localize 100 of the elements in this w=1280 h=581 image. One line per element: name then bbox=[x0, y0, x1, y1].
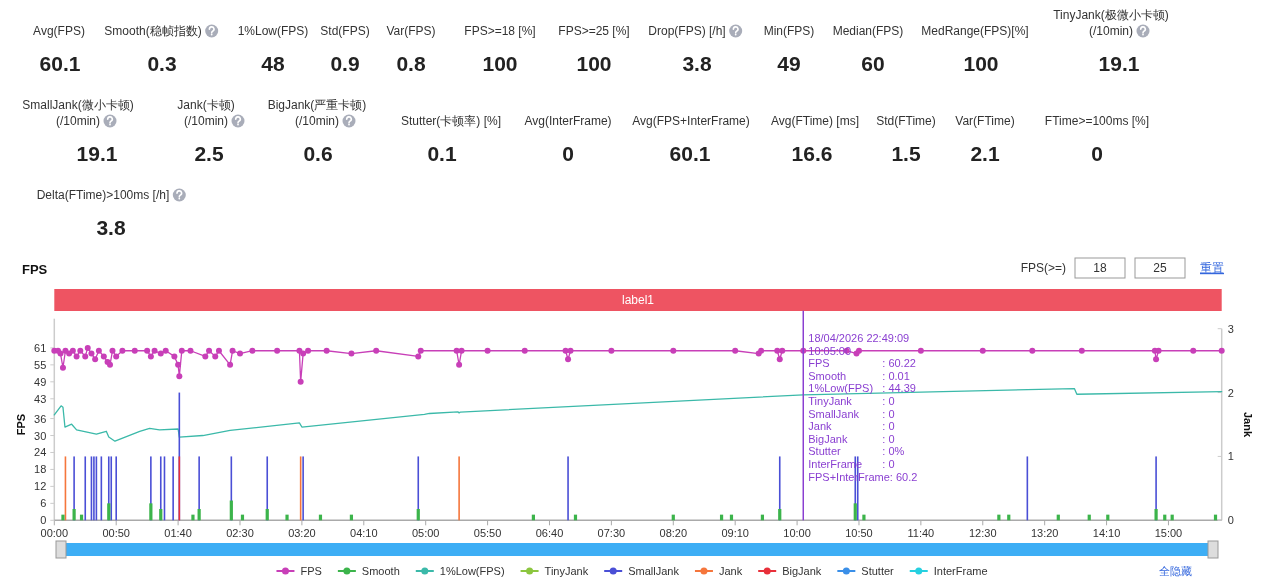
text: label1 bbox=[621, 293, 655, 307]
x-tick-label: 12:30 bbox=[969, 527, 997, 540]
category-label: Stutter(卡顿率) [%] bbox=[400, 114, 502, 128]
category-label: Var(FTime) bbox=[955, 114, 1015, 128]
x-tick-label: 15:00 bbox=[1154, 527, 1183, 540]
data-label: 19.1 bbox=[76, 142, 118, 165]
category-label: Drop(FPS) [/h] bbox=[648, 24, 726, 38]
category-label: MedRange(FPS)[%] bbox=[921, 24, 1029, 38]
x-tick-label: 08:20 bbox=[659, 527, 688, 540]
y-tick-label: 0 bbox=[40, 514, 47, 527]
data-label: 100 bbox=[482, 52, 518, 75]
y-tick-label: 61 bbox=[34, 341, 47, 354]
data-label: 0.1 bbox=[427, 142, 457, 165]
legend-label: Smooth bbox=[361, 565, 400, 577]
legend-label: FPS bbox=[300, 565, 322, 577]
text: Smooth : 0.01 bbox=[808, 369, 910, 382]
category-label: Min(FPS) bbox=[763, 24, 815, 38]
data-label: 48 bbox=[261, 52, 285, 75]
category-label: BigJank(严重卡顿) (/10min) bbox=[267, 98, 367, 128]
x-tick-label: 00:50 bbox=[102, 527, 130, 540]
data-label: 60.1 bbox=[669, 142, 711, 165]
legend-label: 1%Low(FPS) bbox=[439, 565, 505, 577]
category-label: Std(FTime) bbox=[876, 114, 936, 128]
x-tick-label: 11:40 bbox=[907, 527, 935, 540]
data-label: 0.6 bbox=[303, 142, 333, 165]
x-tick-label: 10:50 bbox=[845, 527, 873, 540]
category-label: Std(FPS) bbox=[320, 24, 370, 38]
text: 18 bbox=[1093, 261, 1107, 275]
category-label: FTime>=100ms [%] bbox=[1044, 114, 1150, 128]
x-tick-label: 02:30 bbox=[226, 527, 254, 540]
x-tick-label: 06:40 bbox=[535, 527, 564, 540]
data-label: 60.1 bbox=[39, 52, 81, 75]
data-label: 19.1 bbox=[1098, 52, 1140, 75]
y-tick-label: 43 bbox=[34, 392, 47, 405]
legend-label: SmallJank bbox=[628, 565, 680, 577]
category-label: Avg(FTime) [ms] bbox=[770, 114, 860, 128]
data-label: 3.8 bbox=[682, 52, 712, 75]
x-tick-label: 10:00 bbox=[783, 527, 811, 540]
data-label: 49 bbox=[777, 52, 801, 75]
category-label: TinyJank(极微小卡顿) (/10min) bbox=[1053, 8, 1169, 38]
y-tick-label: 30 bbox=[34, 429, 47, 442]
y2-tick-label: 0 bbox=[1227, 514, 1234, 527]
legend-label: Jank bbox=[718, 565, 743, 577]
y-tick-label: 6 bbox=[40, 497, 47, 510]
x-tick-label: 01:40 bbox=[164, 527, 192, 540]
category-label: Median(FPS) bbox=[832, 24, 904, 38]
data-label: 1.5 bbox=[891, 142, 921, 165]
category-label: FPS>=25 [%] bbox=[558, 24, 630, 38]
data-label: 0 bbox=[1091, 142, 1103, 165]
category-label: 1%Low(FPS) bbox=[237, 24, 309, 38]
y2-axis-title: Jank bbox=[1242, 411, 1254, 438]
data-label: 100 bbox=[576, 52, 612, 75]
y-tick-label: 24 bbox=[34, 446, 47, 459]
legend-label: TinyJank bbox=[544, 565, 589, 577]
text: FPS : 60.22 bbox=[808, 357, 916, 370]
x-tick-label: 03:20 bbox=[288, 527, 316, 540]
x-tick-label: 13:20 bbox=[1030, 527, 1059, 540]
legend-label: Stutter bbox=[861, 565, 895, 577]
text: BigJank : 0 bbox=[808, 432, 895, 445]
text: SmallJank : 0 bbox=[808, 407, 895, 420]
text: Stutter : 0% bbox=[808, 445, 905, 458]
text: 重置 bbox=[1200, 261, 1224, 275]
category-label: Smooth(稳帧指数) bbox=[104, 24, 202, 38]
annotation: 18/04/2026 22:49:09 bbox=[808, 332, 910, 344]
category-label: Jank(卡顿) (/10min) bbox=[177, 98, 235, 128]
text: 25 bbox=[1153, 261, 1167, 275]
data-label: 100 bbox=[963, 52, 999, 75]
text: 全隐藏 bbox=[1158, 565, 1192, 577]
y-tick-label: 36 bbox=[34, 412, 47, 425]
y2-tick-label: 1 bbox=[1227, 450, 1234, 463]
category-label: Delta(FTime)>100ms [/h] bbox=[36, 188, 170, 202]
x-tick-label: 07:30 bbox=[597, 527, 626, 540]
chart-title: FPS bbox=[22, 262, 48, 277]
y-tick-label: 18 bbox=[34, 463, 47, 476]
text: TinyJank : 0 bbox=[808, 395, 895, 407]
x-tick-label: 05:00 bbox=[411, 527, 440, 540]
x-tick-label: 05:50 bbox=[473, 527, 502, 540]
category-label: SmallJank(微小卡顿) (/10min) bbox=[22, 98, 134, 128]
category-label: Avg(FPS+InterFrame) bbox=[632, 114, 750, 128]
legend-label: BigJank bbox=[782, 565, 822, 577]
data-label: 3.8 bbox=[96, 216, 126, 239]
annotation: 1%Low(FPS) : 44.39 bbox=[808, 382, 916, 395]
category-label: FPS>=18 [%] bbox=[464, 24, 536, 38]
text: FPS(>=) bbox=[1020, 261, 1066, 275]
data-label: 0.3 bbox=[147, 52, 177, 75]
x-tick-label: 00:00 bbox=[40, 527, 69, 540]
x-tick-label: 09:10 bbox=[721, 527, 749, 540]
x-tick-label: 14:10 bbox=[1092, 527, 1121, 540]
x-tick-label: 04:10 bbox=[350, 527, 378, 540]
y-axis-title: FPS bbox=[15, 413, 27, 436]
data-label: 0.9 bbox=[330, 52, 360, 75]
text: Jank : 0 bbox=[808, 420, 895, 433]
legend-label: InterFrame bbox=[933, 565, 988, 577]
category-label: Var(FPS) bbox=[386, 24, 436, 38]
y2-tick-label: 3 bbox=[1227, 322, 1234, 335]
y-tick-label: 49 bbox=[34, 375, 47, 388]
data-label: 2.5 bbox=[194, 142, 224, 165]
category-label: Avg(InterFrame) bbox=[524, 114, 612, 128]
data-label: 0.8 bbox=[396, 52, 426, 75]
data-label: 2.1 bbox=[970, 142, 1000, 165]
